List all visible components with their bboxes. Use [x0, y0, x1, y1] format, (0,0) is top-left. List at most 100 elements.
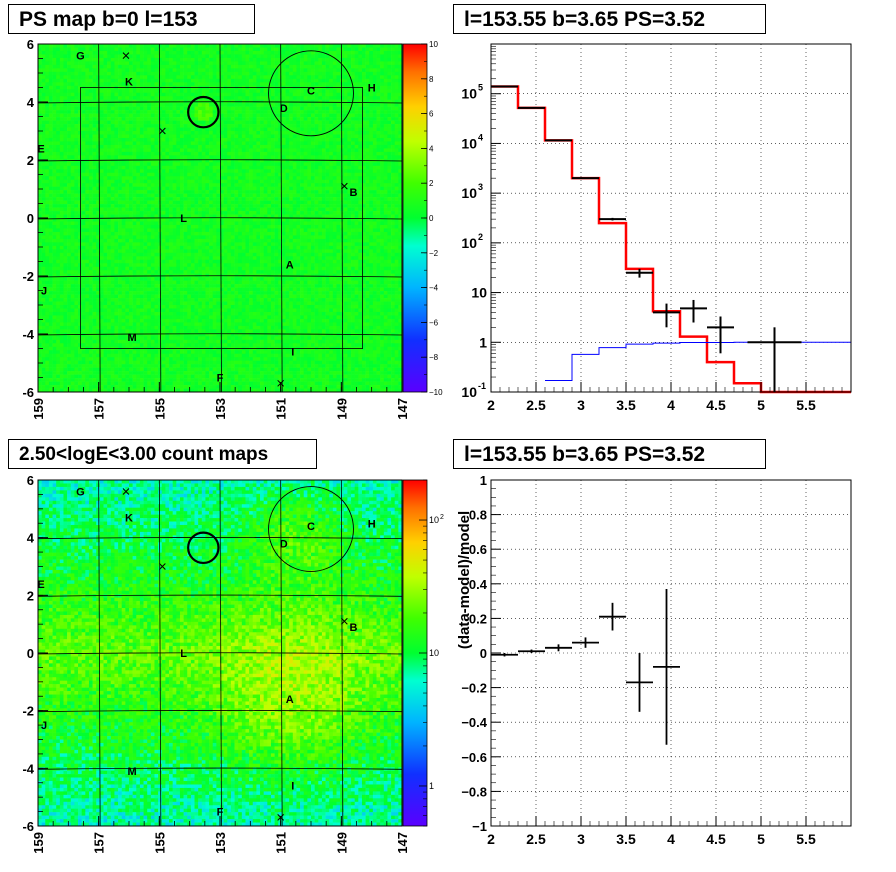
- residual-title: l=153.55 b=3.65 PS=3.52: [453, 439, 766, 469]
- grid-parallel: [37, 101, 403, 104]
- target-circle: [187, 531, 220, 565]
- count-map-overlay: G K C H D E B L A J M I F: [37, 486, 376, 821]
- source-label: K: [125, 512, 133, 524]
- y-tick-label: 0.2: [469, 611, 487, 626]
- source-marker: [122, 52, 130, 59]
- grid-parallel: [37, 594, 403, 597]
- y-tick-label: 6: [27, 473, 34, 488]
- source-label: I: [291, 781, 294, 793]
- source-label: J: [41, 286, 47, 298]
- y-tick-label: 0: [27, 646, 34, 661]
- count-map-title: 2.50<logE<3.00 count maps: [8, 439, 317, 469]
- count-map-panel: G K C H D E B L A J M I F 159 157 155 153 151 149 147 6 4 2 0 -…: [22, 473, 444, 854]
- source-label: H: [368, 518, 376, 530]
- x-tick-label: 2.5: [526, 397, 546, 413]
- x-tick-label: 147: [395, 832, 410, 854]
- ps-map-colorbar-ticks: 10 8 6 4 2 0 −2 −4 −6 −8 −10: [421, 40, 443, 397]
- y-tick-label: -6: [22, 819, 34, 834]
- x-tick-label: 3.5: [616, 397, 636, 413]
- x-tick-label: 3: [577, 831, 585, 847]
- colorbar-tick-label: 10: [429, 40, 438, 49]
- colorbar-tick-label: 10: [429, 648, 439, 658]
- source-label: F: [217, 373, 224, 385]
- y-tick-label: −0.6: [461, 750, 487, 765]
- y-tick-label: -2: [22, 269, 34, 284]
- y-tick-label: 10: [471, 285, 487, 301]
- x-tick-label: 4.5: [706, 397, 726, 413]
- x-tick-label: 157: [92, 832, 107, 854]
- y-tick-label: -4: [22, 327, 34, 342]
- y-tick-label: 0.6: [469, 542, 487, 557]
- grid-parallel: [37, 333, 403, 336]
- x-tick-label: 153: [213, 398, 228, 420]
- grid-parallel: [37, 159, 403, 162]
- y-tick-label: 4: [27, 95, 35, 110]
- x-tick-label: 157: [92, 398, 107, 420]
- x-tick-label: 2: [487, 831, 495, 847]
- y-tick-exponent: -1: [478, 381, 486, 391]
- y-tick-exponent: 2: [478, 232, 483, 242]
- colorbar-tick-label: 10: [429, 515, 439, 525]
- colorbar-tick-label: 1: [429, 781, 434, 791]
- x-tick-label: 5.5: [796, 397, 816, 413]
- source-label: B: [349, 187, 357, 199]
- source-label: A: [286, 694, 294, 706]
- source-label: D: [280, 538, 288, 550]
- y-tick-label: 0: [27, 211, 34, 226]
- y-tick-label: −0.4: [461, 715, 487, 730]
- source-label: L: [180, 648, 187, 660]
- source-label: C: [307, 521, 315, 533]
- y-tick-label: −0.2: [461, 681, 487, 696]
- grid-parallel: [37, 767, 403, 770]
- source-label: D: [280, 103, 288, 115]
- colorbar-tick-label: −2: [429, 249, 439, 258]
- x-tick-label: 5: [757, 831, 765, 847]
- x-tick-label: 5.5: [796, 831, 816, 847]
- y-tick-label: -6: [22, 385, 34, 400]
- grid-parallel: [37, 652, 403, 655]
- roi-box: [80, 87, 363, 349]
- source-label: J: [41, 720, 47, 732]
- ps-map-axes: 159 157 155 153 151 149 147 6 4 2 0 -2 -4 -6: [22, 37, 410, 420]
- y-tick-label: 10: [461, 384, 477, 400]
- background-step-line: [545, 341, 851, 382]
- ps-map-overlay: G K C H D E B L A J M I F: [37, 50, 376, 387]
- source-label: M: [127, 766, 136, 778]
- x-tick-label: 149: [334, 398, 349, 420]
- source-label: G: [76, 487, 85, 499]
- source-label: E: [37, 143, 44, 155]
- x-tick-label: 2: [487, 397, 495, 413]
- ps-map-title: PS map b=0 l=153: [8, 4, 255, 34]
- target-circle: [187, 95, 220, 129]
- x-tick-label: 159: [31, 398, 46, 420]
- x-tick-label: 4: [667, 831, 675, 847]
- x-tick-label: 4.5: [706, 831, 726, 847]
- y-tick-label: 10: [461, 235, 477, 251]
- source-marker: [159, 127, 166, 135]
- x-tick-label: 151: [274, 398, 289, 420]
- colorbar-tick-label: 2: [429, 179, 434, 188]
- y-tick-exponent: 3: [478, 182, 483, 192]
- y-tick-label: 10: [461, 185, 477, 201]
- source-label: B: [349, 622, 357, 634]
- source-label: K: [125, 77, 133, 89]
- y-tick-exponent: 4: [478, 132, 483, 142]
- y-tick-label: 10: [461, 86, 477, 102]
- source-marker: [122, 488, 130, 495]
- source-label: A: [286, 259, 294, 271]
- x-tick-label: 4: [667, 397, 675, 413]
- source-circle: [268, 50, 354, 137]
- residual-grid: [490, 479, 851, 827]
- colorbar-tick-exponent: 2: [440, 514, 444, 521]
- source-label: H: [368, 83, 376, 95]
- colorbar-tick-label: 0: [429, 214, 434, 223]
- x-tick-label: 155: [152, 398, 167, 420]
- colorbar-tick-label: −8: [429, 353, 439, 362]
- y-tick-label: 1: [480, 473, 487, 488]
- y-tick-label: −1: [472, 819, 487, 834]
- colorbar-tick-label: −6: [429, 318, 439, 327]
- colorbar-tick-label: −4: [429, 284, 439, 293]
